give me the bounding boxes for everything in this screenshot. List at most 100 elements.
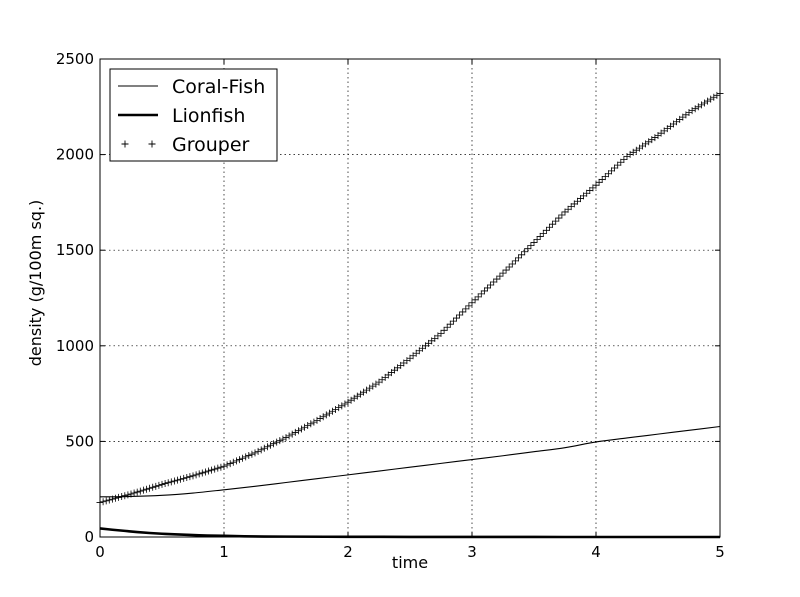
data-point-grouper bbox=[533, 235, 541, 243]
data-point-grouper bbox=[211, 465, 219, 473]
data-point-grouper bbox=[164, 479, 172, 487]
data-point-grouper bbox=[366, 384, 374, 392]
data-point-grouper bbox=[232, 457, 240, 465]
data-point-grouper bbox=[139, 486, 147, 494]
x-tick-label: 2 bbox=[343, 543, 353, 561]
data-point-grouper bbox=[437, 329, 445, 337]
data-point-grouper bbox=[322, 411, 330, 419]
data-point-grouper bbox=[149, 483, 157, 491]
data-point-grouper bbox=[691, 105, 699, 113]
data-point-grouper bbox=[546, 223, 553, 231]
axis-ticks: 0 1 2 3 4 5 0 500 1000 1500 2000 2500 bbox=[56, 50, 725, 561]
data-point-grouper bbox=[108, 495, 116, 503]
data-point-grouper bbox=[598, 175, 606, 183]
data-point-grouper bbox=[536, 232, 544, 240]
data-point-grouper bbox=[449, 317, 457, 325]
legend-label-coral-fish: Coral-Fish bbox=[172, 76, 265, 98]
data-point-grouper bbox=[257, 446, 265, 454]
legend: Coral-Fish Lionfish Grouper bbox=[109, 68, 278, 162]
data-point-grouper bbox=[505, 263, 513, 271]
y-tick-label: 1500 bbox=[56, 241, 94, 259]
x-tick-label: 5 bbox=[715, 543, 725, 561]
data-point-grouper bbox=[198, 469, 206, 477]
data-point-grouper bbox=[456, 311, 464, 319]
data-point-grouper bbox=[524, 245, 532, 253]
data-point-grouper bbox=[99, 498, 107, 506]
data-point-grouper bbox=[335, 404, 343, 412]
data-point-grouper bbox=[313, 416, 321, 424]
data-point-grouper bbox=[223, 461, 231, 469]
data-point-grouper bbox=[604, 170, 612, 178]
data-point-grouper bbox=[316, 415, 324, 423]
data-point-grouper bbox=[530, 239, 538, 247]
data-point-grouper bbox=[186, 473, 194, 481]
legend-swatch-grouper bbox=[121, 140, 156, 148]
data-point-grouper bbox=[499, 269, 507, 277]
y-tick-label: 0 bbox=[84, 528, 94, 546]
data-point-grouper bbox=[205, 467, 212, 475]
data-point-grouper bbox=[338, 402, 346, 410]
data-point-grouper bbox=[161, 480, 169, 488]
data-point-grouper bbox=[307, 420, 315, 428]
x-axis-label: time bbox=[392, 553, 428, 572]
x-tick-label: 4 bbox=[591, 543, 601, 561]
data-point-grouper bbox=[446, 320, 454, 328]
data-point-grouper bbox=[220, 462, 228, 470]
data-point-grouper bbox=[549, 220, 557, 228]
data-point-grouper bbox=[105, 496, 113, 504]
data-point-grouper bbox=[363, 386, 371, 394]
data-point-grouper bbox=[279, 435, 287, 443]
data-point-grouper bbox=[521, 248, 529, 256]
data-point-grouper bbox=[301, 423, 309, 431]
data-point-grouper bbox=[555, 214, 563, 222]
data-point-grouper bbox=[701, 99, 708, 107]
data-point-grouper bbox=[518, 251, 526, 259]
data-point-grouper bbox=[177, 475, 185, 483]
y-tick-label: 1000 bbox=[56, 337, 94, 355]
data-point-grouper bbox=[707, 95, 715, 103]
data-point-grouper bbox=[704, 97, 712, 105]
data-point-grouper bbox=[121, 492, 129, 500]
data-point-grouper bbox=[192, 471, 200, 479]
data-point-grouper bbox=[617, 158, 625, 166]
data-point-grouper bbox=[329, 407, 336, 415]
data-point-grouper bbox=[480, 287, 488, 295]
legend-marker-grouper bbox=[148, 140, 156, 148]
data-point-grouper bbox=[291, 428, 299, 436]
data-point-grouper bbox=[511, 257, 519, 265]
x-tick-label: 1 bbox=[219, 543, 229, 561]
y-axis-label: density (g/100m sq.) bbox=[26, 200, 45, 367]
data-point-grouper bbox=[270, 440, 278, 448]
data-point-grouper bbox=[273, 438, 281, 446]
data-point-grouper bbox=[595, 178, 603, 186]
data-point-grouper bbox=[208, 466, 216, 474]
data-point-grouper bbox=[614, 161, 622, 169]
x-tick-label: 3 bbox=[467, 543, 477, 561]
data-point-grouper bbox=[502, 266, 510, 274]
x-tick-label: 0 bbox=[95, 543, 105, 561]
data-point-grouper bbox=[127, 490, 135, 498]
data-point-grouper bbox=[183, 474, 191, 482]
plot-area-frame bbox=[99, 58, 721, 538]
data-point-grouper bbox=[133, 488, 141, 496]
y-tick-label: 2000 bbox=[56, 146, 94, 164]
series-line-lionfish bbox=[99, 527, 720, 539]
data-point-grouper bbox=[539, 229, 547, 237]
data-point-grouper bbox=[136, 487, 144, 495]
data-point-grouper bbox=[294, 427, 302, 435]
data-point-grouper bbox=[611, 164, 619, 172]
data-point-grouper bbox=[601, 173, 609, 181]
data-point-grouper bbox=[453, 314, 460, 322]
data-point-grouper bbox=[685, 109, 693, 117]
data-point-grouper bbox=[217, 463, 225, 471]
data-point-grouper bbox=[260, 444, 268, 452]
data-point-grouper bbox=[477, 290, 485, 298]
data-point-grouper bbox=[542, 226, 550, 234]
data-point-grouper bbox=[496, 272, 504, 280]
data-point-grouper bbox=[515, 254, 522, 262]
data-point-grouper bbox=[325, 409, 333, 417]
data-point-grouper bbox=[487, 281, 495, 289]
data-point-grouper bbox=[310, 418, 318, 426]
y-tick-label: 2500 bbox=[56, 50, 94, 68]
data-point-grouper bbox=[152, 482, 160, 490]
